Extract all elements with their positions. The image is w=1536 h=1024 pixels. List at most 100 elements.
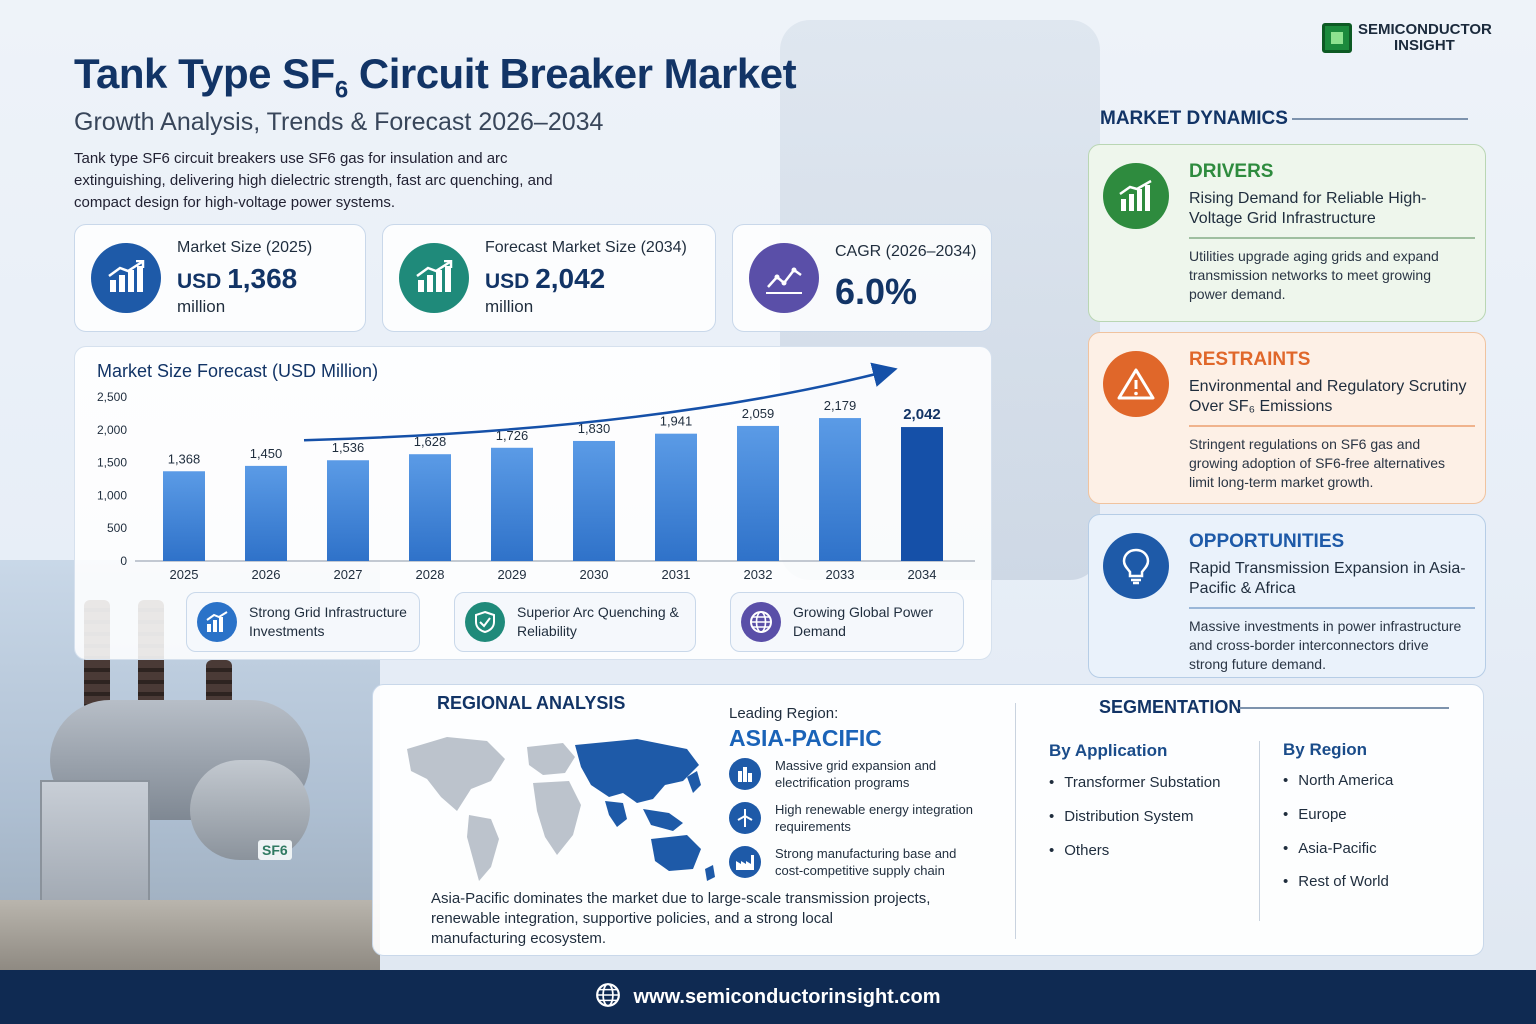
drivers-card: DRIVERS Rising Demand for Reliable High-… — [1088, 144, 1486, 322]
x-tick-label: 2027 — [334, 567, 363, 582]
globe-icon — [595, 982, 621, 1013]
x-tick-label: 2033 — [826, 567, 855, 582]
regional-point: High renewable energy integration requir… — [729, 801, 975, 835]
trend-arrow — [303, 362, 898, 442]
bar-value-label: 1,536 — [332, 440, 365, 455]
breaker-tank — [190, 760, 310, 860]
regional-point: Massive grid expansion and electrificati… — [729, 757, 975, 791]
heading-divider — [1292, 118, 1468, 120]
segment-item: Distribution System — [1049, 808, 1193, 825]
line-chart-icon — [749, 243, 819, 313]
chip-icon — [1322, 23, 1352, 53]
brand-logo: SEMICONDUCTOR INSIGHT — [1322, 18, 1512, 58]
y-tick-label: 1,000 — [97, 488, 127, 502]
restraints-description: Stringent regulations on SF6 gas and gro… — [1189, 436, 1446, 490]
city-icon — [729, 758, 761, 790]
divider — [1259, 741, 1260, 921]
segment-item: North America — [1283, 772, 1393, 789]
kpi-label: Forecast Market Size (2034) — [485, 239, 687, 256]
bar-value-label: 1,830 — [578, 421, 611, 436]
regional-point-text: High renewable energy integration requir… — [775, 802, 974, 834]
leading-region-value: ASIA-PACIFIC — [729, 725, 882, 751]
bar — [409, 454, 451, 561]
sf6-label-plate: SF6 — [258, 840, 292, 860]
kpi-cagr: CAGR (2026–2034) 6.0% — [732, 224, 992, 332]
bar-value-label: 1,628 — [414, 434, 447, 449]
regional-segmentation-card: REGIONAL ANALYSIS Leading Region: ASIA-P… — [372, 684, 1484, 956]
bar — [327, 460, 369, 561]
logo-line1: SEMICONDUCTOR — [1358, 21, 1492, 38]
wind-turbine-icon — [729, 802, 761, 834]
kpi-value: 6.0% — [835, 271, 918, 312]
x-tick-label: 2034 — [908, 567, 937, 582]
leading-region-label: Leading Region: — [729, 705, 839, 722]
opportunities-description: Massive investments in power infrastruct… — [1189, 618, 1462, 672]
kpi-market-size: Market Size (2025) USD 1,368 million — [74, 224, 366, 332]
bar-value-label: 2,042 — [903, 406, 941, 423]
regional-point: Strong manufacturing base and cost-compe… — [729, 845, 975, 879]
feature-text: Growing Global Power Demand — [793, 604, 934, 639]
kpi-label: Market Size (2025) — [177, 239, 313, 256]
feature-grid-investments: Strong Grid Infrastructure Investments — [186, 592, 420, 652]
bar-growth-icon — [399, 243, 469, 313]
globe-icon — [741, 602, 781, 642]
footer-bar: www.semiconductorinsight.com — [0, 970, 1536, 1024]
kpi-unit: million — [177, 297, 226, 316]
segment-item: Others — [1049, 842, 1109, 859]
lightbulb-icon — [1103, 533, 1169, 599]
kpi-unit: million — [485, 297, 534, 316]
bar-value-label: 2,059 — [742, 406, 775, 421]
regional-point-text: Strong manufacturing base and cost-compe… — [775, 846, 957, 878]
y-tick-label: 2,000 — [97, 423, 127, 437]
bar-value-label: 1,368 — [168, 451, 201, 466]
bar — [655, 433, 697, 561]
x-tick-label: 2025 — [170, 567, 199, 582]
bar — [573, 440, 615, 561]
restraints-title: RESTRAINTS — [1189, 349, 1311, 370]
opportunities-card: OPPORTUNITIES Rapid Transmission Expansi… — [1088, 514, 1486, 678]
x-tick-label: 2028 — [416, 567, 445, 582]
regional-analysis-heading: REGIONAL ANALYSIS — [437, 693, 626, 713]
gravel-ground — [0, 900, 380, 970]
segment-item: Transformer Substation — [1049, 774, 1220, 791]
bar — [819, 418, 861, 561]
y-tick-label: 1,500 — [97, 456, 127, 470]
warning-icon — [1103, 351, 1169, 417]
opportunities-title: OPPORTUNITIES — [1189, 531, 1345, 552]
by-application-heading: By Application — [1049, 741, 1168, 760]
divider — [1189, 425, 1475, 427]
drivers-description: Utilities upgrade aging grids and expand… — [1189, 248, 1439, 302]
segment-item: Europe — [1283, 806, 1346, 823]
x-tick-label: 2026 — [252, 567, 281, 582]
bar-value-label: 1,450 — [250, 446, 283, 461]
bar — [245, 465, 287, 561]
page-subtitle: Growth Analysis, Trends & Forecast 2026–… — [74, 108, 604, 136]
kpi-forecast-size: Forecast Market Size (2034) USD 2,042 mi… — [382, 224, 716, 332]
feature-text: Superior Arc Quenching & Reliability — [517, 604, 679, 639]
restraints-subtitle: Environmental and Regulatory Scrutiny Ov… — [1189, 378, 1467, 415]
y-tick-label: 2,500 — [97, 390, 127, 404]
chart-title: Market Size Forecast (USD Million) — [97, 361, 379, 381]
divider — [1015, 703, 1016, 939]
website-link[interactable]: www.semiconductorinsight.com — [633, 985, 941, 1008]
y-tick-label: 500 — [107, 521, 127, 535]
regional-point-text: Massive grid expansion and electrificati… — [775, 758, 937, 790]
x-tick-label: 2032 — [744, 567, 773, 582]
segment-item: Rest of World — [1283, 873, 1389, 890]
opportunities-subtitle: Rapid Transmission Expansion in Asia-Pac… — [1189, 560, 1466, 597]
forecast-bar-chart: 0 500 1,000 1,500 2,000 2,500 1,368 2025 1,450 20… — [97, 362, 975, 582]
by-region-heading: By Region — [1283, 740, 1368, 759]
logo-line2: INSIGHT — [1394, 37, 1455, 54]
regional-description: Asia-Pacific dominates the market due to… — [431, 890, 931, 947]
x-tick-label: 2031 — [662, 567, 691, 582]
kpi-label: CAGR (2026–2034) — [835, 243, 977, 260]
feature-text: Strong Grid Infrastructure Investments — [249, 604, 407, 639]
intro-text: Tank type SF6 circuit breakers use SF6 g… — [74, 150, 553, 211]
x-tick-label: 2029 — [498, 567, 527, 582]
kpi-value: USD 2,042 — [485, 263, 606, 294]
divider — [1189, 607, 1475, 609]
bar — [737, 425, 779, 561]
heading-divider — [1239, 707, 1449, 709]
bar-value-label: 1,941 — [660, 414, 693, 429]
x-tick-label: 2030 — [580, 567, 609, 582]
